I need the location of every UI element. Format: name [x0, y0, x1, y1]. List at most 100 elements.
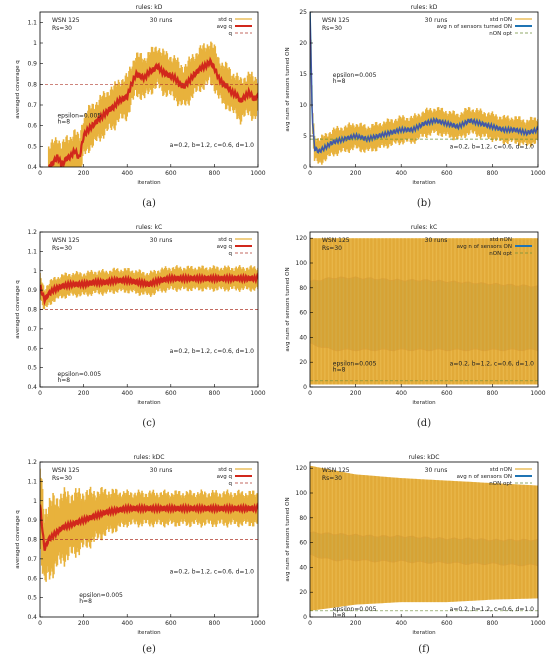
x-tick-label: 0	[308, 390, 312, 397]
x-tick-label: 600	[165, 390, 177, 397]
x-tick-label: 1000	[530, 390, 545, 397]
legend-label: std q	[218, 237, 232, 243]
mean-line-outline	[310, 12, 538, 153]
plot-frame	[309, 231, 539, 388]
y-tick-label: 80	[299, 515, 307, 522]
annotation-wsn: WSN 125	[322, 17, 350, 24]
y-tick-label: 1.2	[27, 229, 37, 236]
plot-frame	[309, 461, 539, 618]
plot-area	[40, 41, 258, 167]
annotation-h: h=8	[57, 377, 70, 384]
annotation-params: a=0.2, b=1.2, c=0.6, d=1.0	[450, 606, 534, 613]
x-tick-label: 200	[350, 390, 362, 397]
y-tick-label: 1	[33, 498, 37, 505]
y-tick-label: 120	[296, 235, 308, 242]
annotation-h: h=8	[333, 612, 346, 619]
x-tick-label: 800	[487, 170, 499, 177]
plot-area	[310, 12, 538, 165]
x-tick-label: 400	[121, 620, 133, 627]
plot-area	[310, 465, 538, 612]
annotation-epsilon: epsilon=0.005	[333, 606, 377, 613]
chart-title: rules: kD	[136, 4, 163, 11]
y-tick-label: 0.5	[27, 365, 37, 372]
y-tick-label: 0	[303, 164, 307, 171]
x-tick-label: 600	[441, 390, 453, 397]
chart-panel-f: rules: kDC 0 200 400 600 800 1000 0 20 40 60 80 100 1…	[285, 454, 546, 655]
chart-panel-d: rules: kC 0 200 400 600 800 1000 0 20 40 60 80 100 12…	[285, 224, 546, 429]
x-tick-label: 1000	[250, 170, 265, 177]
annotation-epsilon: epsilon=0.005	[57, 112, 101, 119]
y-tick-label: 1.1	[27, 19, 37, 26]
legend-label: nON opt	[489, 481, 513, 487]
x-tick-label: 800	[209, 620, 221, 627]
y-tick-label: 1	[33, 40, 37, 47]
x-tick-label: 200	[350, 170, 362, 177]
chart-panel-a: rules: kD 0 200 400 600 800 1000 0.4 0.5 0.6 0.7 0.…	[15, 4, 266, 209]
annotation-h: h=8	[333, 78, 346, 85]
panel-sublabel: (d)	[417, 418, 431, 429]
panel-sublabel: (e)	[142, 644, 156, 655]
y-tick-label: 0.9	[27, 61, 37, 68]
chart-title: rules: kDC	[409, 454, 440, 461]
x-tick-label: 200	[78, 620, 90, 627]
legend-label: avg n of sensors ON	[457, 244, 512, 250]
y-tick-label: 20	[299, 589, 307, 596]
chart-title: rules: kDC	[134, 454, 165, 461]
annotation-params: a=0.2, b=1.2, c=0.6, d=1.0	[170, 142, 254, 149]
y-tick-label: 0.4	[27, 384, 37, 391]
annotation-runs: 30 runs	[150, 237, 173, 244]
x-tick-label: 200	[78, 170, 90, 177]
y-tick-label: 120	[296, 465, 308, 472]
y-tick-label: 15	[299, 71, 307, 78]
y-tick-label: 0.8	[27, 81, 37, 88]
legend-label: avg n of sensors turned ON	[437, 24, 512, 30]
y-tick-label: 80	[299, 285, 307, 292]
panel-sublabel: (b)	[417, 198, 431, 209]
x-tick-label: 800	[487, 620, 499, 627]
y-axis-label: averaged coverage q	[15, 510, 21, 569]
plot-area	[40, 468, 258, 582]
x-tick-label: 200	[78, 390, 90, 397]
annotation-epsilon: epsilon=0.005	[333, 360, 377, 367]
x-tick-label: 400	[395, 170, 407, 177]
annotation-params: a=0.2, b=1.2, c=0.6, d=1.0	[450, 360, 534, 367]
x-tick-label: 1000	[250, 390, 265, 397]
x-tick-label: 400	[395, 390, 407, 397]
y-tick-label: 0.9	[27, 287, 37, 294]
annotation-runs: 30 runs	[425, 17, 448, 24]
y-axis-label: avg num of sensors turned ON	[285, 267, 291, 351]
y-tick-label: 0.6	[27, 345, 37, 352]
legend-label: avg q	[217, 244, 232, 250]
annotation-epsilon: epsilon=0.005	[333, 72, 377, 79]
y-tick-label: 0.8	[27, 537, 37, 544]
x-tick-label: 600	[441, 620, 453, 627]
plot-area	[40, 265, 258, 310]
annotation-wsn: WSN 125	[52, 237, 80, 244]
y-tick-label: 0.7	[27, 326, 37, 333]
chart-panel-b: rules: kD 0 200 400 600 800 1000 0 5 10 15 20 25 iter…	[285, 4, 546, 209]
annotation-rs: Rs=30	[52, 245, 72, 252]
y-tick-label: 0	[303, 384, 307, 391]
x-tick-label: 200	[350, 620, 362, 627]
annotation-wsn: WSN 125	[52, 17, 80, 24]
x-tick-label: 600	[441, 170, 453, 177]
y-tick-label: 20	[299, 359, 307, 366]
y-tick-label: 40	[299, 334, 307, 341]
y-axis-label: averaged coverage q	[15, 60, 21, 119]
y-tick-label: 0.7	[27, 556, 37, 563]
annotation-params: a=0.2, b=1.2, c=0.6, d=1.0	[450, 143, 534, 150]
x-axis-label: iteration	[412, 400, 436, 406]
x-tick-label: 0	[308, 620, 312, 627]
y-tick-label: 1.1	[27, 248, 37, 255]
x-tick-label: 600	[165, 620, 177, 627]
annotation-params: a=0.2, b=1.2, c=0.6, d=1.0	[170, 348, 254, 355]
x-tick-label: 0	[308, 170, 312, 177]
legend-label: std nON	[490, 237, 512, 243]
y-tick-label: 0	[303, 614, 307, 621]
x-tick-label: 800	[487, 390, 499, 397]
annotation-h: h=8	[57, 118, 70, 125]
y-tick-label: 0.7	[27, 102, 37, 109]
panel-sublabel: (a)	[142, 198, 156, 209]
legend-label: std q	[218, 467, 232, 473]
y-tick-label: 1	[33, 268, 37, 275]
